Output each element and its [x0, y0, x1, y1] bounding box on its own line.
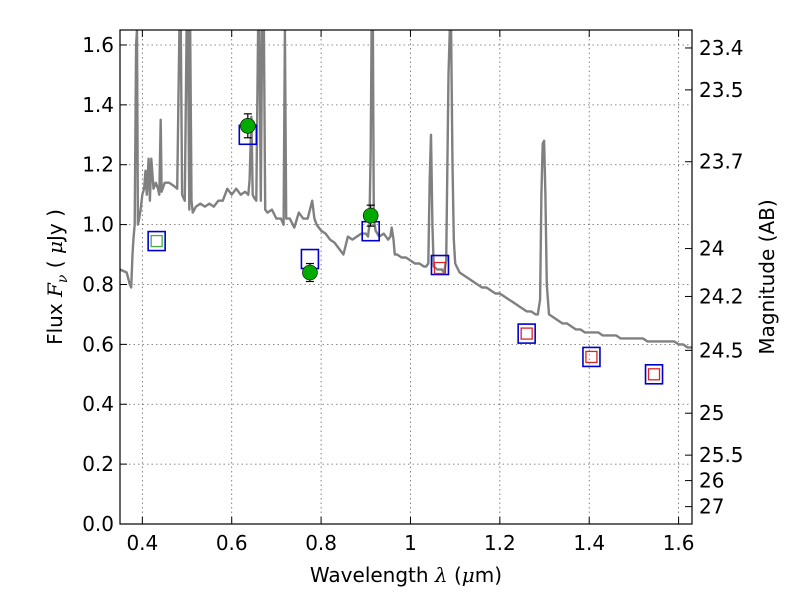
x-tick-label-6: 1.6: [663, 531, 695, 555]
model-point-4: [430, 254, 450, 276]
y2-tick-label-1: 23.5: [699, 78, 744, 102]
y2-tick-label-4: 24.2: [699, 284, 744, 308]
y-tick-label-6: 1.2: [82, 153, 114, 177]
y2-tick-label-6: 25: [699, 401, 724, 425]
small-square-0: [150, 234, 163, 248]
y2-axis-label: Magnitude (AB): [755, 199, 779, 354]
y-tick-label-4: 0.8: [82, 272, 114, 296]
y2-tick-label-3: 24: [699, 237, 724, 261]
y-tick-label-5: 1.0: [82, 213, 114, 237]
small-square-1: [433, 261, 447, 275]
y-tick-label-2: 0.4: [82, 392, 114, 416]
x-axis-symbol: λ: [434, 563, 448, 587]
y-tick-label-3: 0.6: [82, 332, 114, 356]
y-axis-label: Flux Fν ( μJy ): [43, 209, 71, 345]
model-point-7: [644, 364, 664, 385]
y-tick-label-8: 1.6: [82, 33, 114, 57]
x-tick-label-0: 0.4: [126, 531, 158, 555]
observed-point-0: [240, 118, 256, 134]
observed-point-2: [362, 207, 379, 224]
y2-tick-label-0: 23.4: [699, 36, 744, 60]
model-point-5: [517, 323, 536, 344]
plot-area: [120, 30, 692, 385]
grid: [120, 30, 692, 525]
x-tick-label-5: 1.4: [573, 531, 605, 555]
model-point-6: [582, 346, 601, 368]
x-tick-label-4: 1.2: [484, 531, 516, 555]
y2-tick-label-8: 26: [699, 469, 724, 493]
plot-frame: [119, 29, 693, 525]
x-axis-label: Wavelength λ (μm): [310, 563, 502, 587]
spectrum-line: [120, 30, 692, 349]
y-tick-label-0: 0.0: [82, 512, 114, 536]
observed-point-1: [302, 264, 318, 281]
y2-tick-label-5: 24.5: [699, 338, 744, 362]
model-point-0: [147, 230, 166, 252]
y2-tick-label-2: 23.7: [699, 150, 744, 174]
y-tick-label-7: 1.4: [82, 93, 114, 117]
y2-tick-label-9: 27: [699, 495, 724, 519]
small-square-4: [647, 368, 661, 381]
x-tick-label-2: 0.8: [305, 531, 337, 555]
x-tick-label-3: 1: [404, 531, 417, 555]
ticks: 0.4 0.6 0.8 1 1.2 1.4 1.6 0.0 0.2 0.4 0.6 0.8 1.0 1.2…: [82, 30, 744, 555]
small-square-3: [585, 350, 598, 364]
x-tick-label-1: 0.6: [216, 531, 248, 555]
y-tick-label-1: 0.2: [82, 452, 114, 476]
data-layer: [120, 30, 692, 385]
y2-tick-label-7: 25.5: [699, 443, 744, 467]
small-square-2: [520, 327, 533, 340]
